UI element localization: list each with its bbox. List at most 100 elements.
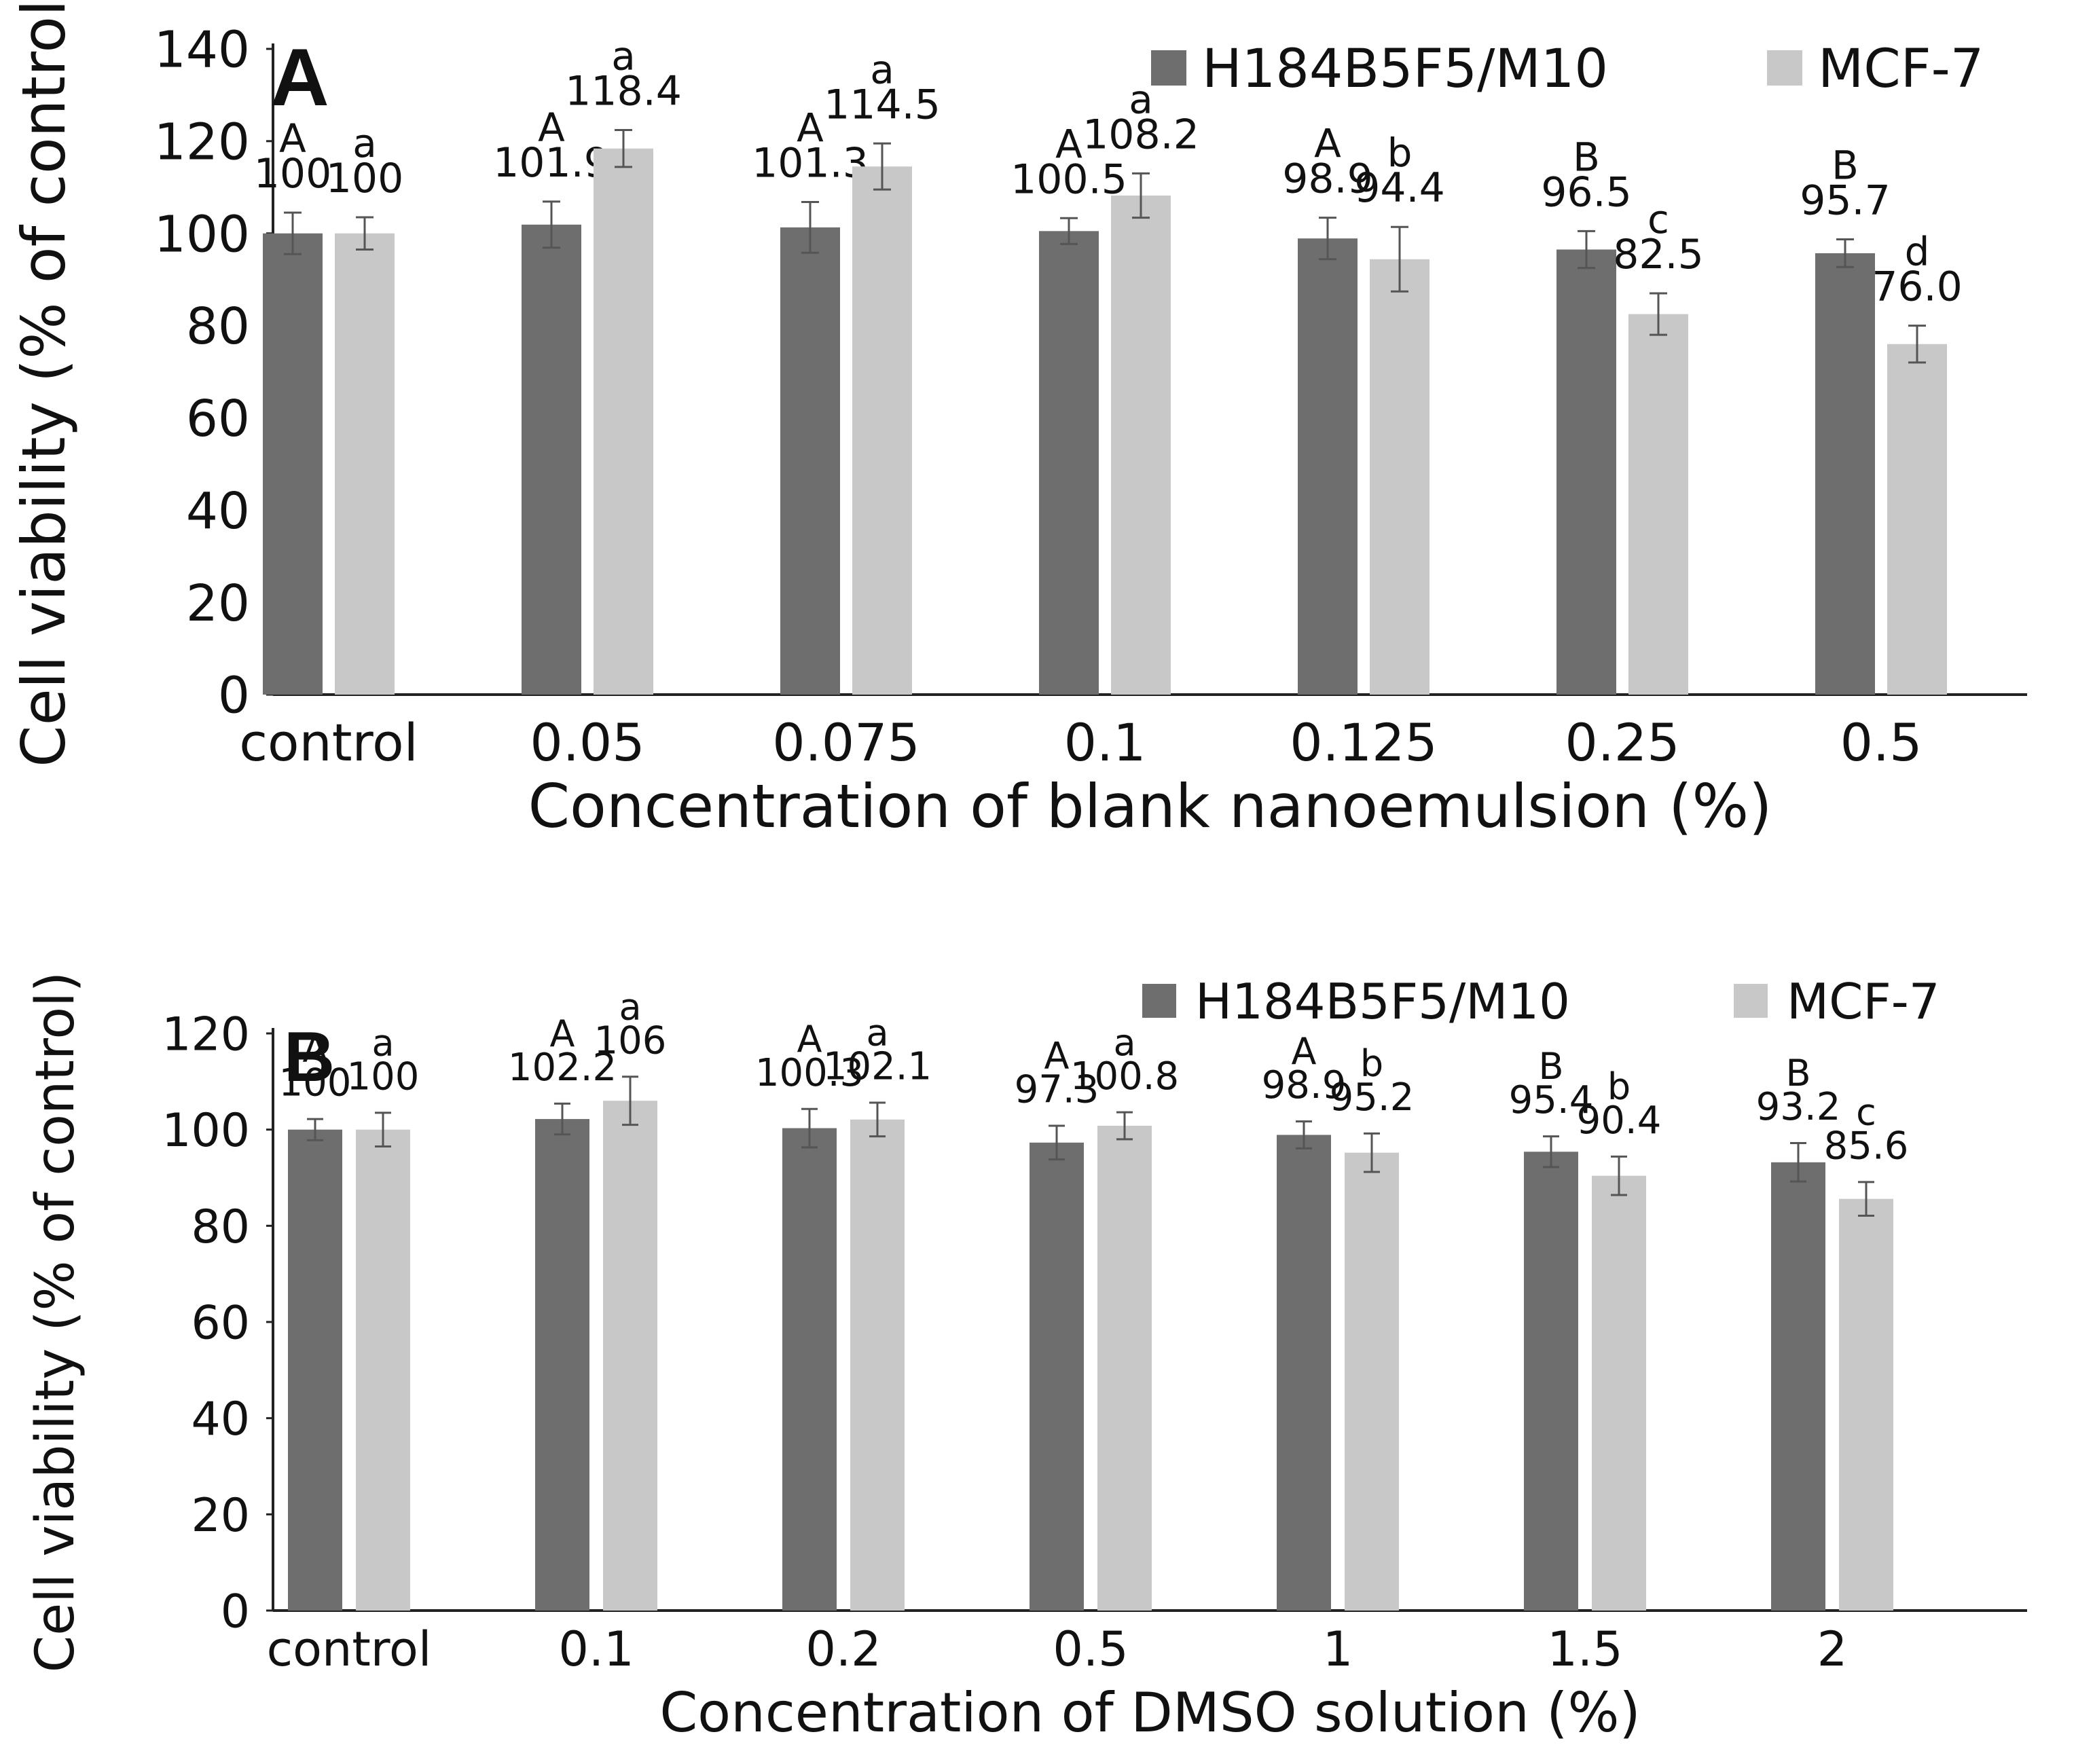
legend-label: H184B5F5/M10	[1202, 39, 1608, 100]
y-tick-label: 120	[162, 1008, 250, 1061]
significance-letter: a	[352, 120, 377, 166]
significance-letter: a	[611, 33, 636, 79]
x-tick-label: 2	[1817, 1621, 1848, 1677]
y-tick-label: 20	[191, 1489, 250, 1543]
bar	[335, 233, 395, 695]
x-axis-label: Concentration of DMSO solution (%)	[659, 1681, 1640, 1744]
x-tick-label: 0.5	[1053, 1621, 1128, 1677]
data-label: 101.3	[752, 140, 869, 187]
bar	[852, 166, 912, 695]
significance-letter: b	[1360, 1042, 1383, 1085]
y-tick-label: 100	[162, 1104, 250, 1158]
y-tick-label: 120	[154, 113, 250, 171]
significance-letter: b	[1607, 1065, 1631, 1108]
legend-swatch	[1734, 984, 1768, 1018]
bar	[1628, 314, 1688, 695]
data-label: 98.9	[1282, 155, 1373, 203]
data-label: 95.2	[1330, 1076, 1415, 1120]
y-tick-label: 80	[191, 1200, 250, 1254]
bar	[603, 1101, 657, 1611]
y-tick-label: 60	[186, 390, 250, 448]
legend-swatch	[1142, 984, 1176, 1018]
data-label: 94.4	[1354, 164, 1445, 212]
data-label: 102.2	[508, 1046, 617, 1090]
data-label: 100	[326, 155, 404, 202]
significance-letter: A	[550, 1012, 575, 1055]
y-tick-label: 40	[191, 1393, 250, 1446]
y-axis-label: Cell viability (% of control)	[25, 972, 86, 1672]
x-axis-label: Concentration of blank nanoemulsion (%)	[528, 771, 1772, 841]
bar	[1556, 249, 1616, 695]
bar	[1097, 1126, 1152, 1611]
bar	[780, 227, 840, 695]
significance-letter: a	[1129, 76, 1153, 122]
significance-letter: b	[1387, 130, 1413, 176]
data-label: 101.9	[493, 139, 610, 187]
y-tick-label: 0	[218, 667, 250, 725]
data-label: 82.5	[1613, 231, 1704, 278]
bar	[356, 1129, 410, 1611]
legend-label: MCF-7	[1787, 973, 1940, 1030]
bar	[1839, 1198, 1893, 1611]
data-label: 95.7	[1800, 177, 1891, 225]
data-label: 100.8	[1070, 1054, 1179, 1099]
bar	[1345, 1152, 1399, 1611]
data-label: 118.4	[565, 68, 682, 115]
bar	[522, 224, 581, 695]
x-tick-label: 1	[1323, 1621, 1353, 1677]
y-tick-label: 60	[191, 1296, 250, 1350]
y-axis-label: Cell viability (% of control)	[9, 0, 79, 767]
data-label: 106	[594, 1018, 667, 1063]
x-tick-label: 0.075	[772, 712, 920, 773]
x-tick-label: 1.5	[1547, 1621, 1622, 1677]
bar	[594, 148, 653, 695]
y-tick-label: 0	[221, 1585, 250, 1638]
data-label: 108.2	[1082, 111, 1199, 158]
significance-letter: a	[371, 1021, 394, 1064]
panel-letter: B	[284, 1018, 335, 1097]
data-label: 100	[279, 1061, 352, 1105]
significance-letter: c	[1647, 196, 1669, 242]
bar	[782, 1128, 837, 1611]
bar	[1039, 231, 1099, 695]
significance-letter: A	[1314, 121, 1341, 167]
bar	[263, 233, 323, 695]
x-tick-label: control	[267, 1621, 432, 1677]
bar	[1592, 1175, 1646, 1611]
bar	[850, 1119, 905, 1611]
significance-letter: B	[1573, 134, 1600, 180]
significance-letter: B	[1785, 1052, 1810, 1095]
y-tick-label: 40	[186, 482, 250, 540]
significance-letter: B	[1538, 1045, 1563, 1088]
bar	[1298, 238, 1358, 695]
bar	[1111, 196, 1171, 695]
y-tick-label: 100	[154, 205, 250, 263]
bar	[1524, 1152, 1578, 1611]
bar	[1030, 1142, 1084, 1611]
bar	[1370, 259, 1429, 695]
x-tick-label: control	[239, 712, 418, 773]
data-label: 100.5	[1010, 155, 1127, 203]
data-label: 100	[347, 1054, 420, 1099]
significance-letter: a	[1113, 1021, 1135, 1064]
significance-letter: a	[870, 46, 894, 92]
significance-letter: A	[1044, 1035, 1070, 1078]
data-label: 90.4	[1577, 1099, 1662, 1143]
panel-letter: A	[270, 32, 329, 123]
bar	[1815, 253, 1875, 695]
x-tick-label: 0.25	[1565, 712, 1679, 773]
data-label: 76.0	[1872, 263, 1963, 311]
legend-label: MCF-7	[1818, 39, 1984, 100]
legend-swatch	[1151, 50, 1186, 86]
x-tick-label: 0.2	[805, 1621, 881, 1677]
data-label: 93.2	[1756, 1085, 1841, 1129]
bar	[1277, 1135, 1331, 1611]
data-label: 85.6	[1824, 1124, 1909, 1168]
data-label: 102.1	[823, 1045, 932, 1089]
y-tick-label: 80	[186, 297, 250, 356]
bar	[288, 1129, 342, 1611]
data-label: 98.9	[1262, 1063, 1347, 1107]
legend-label: H184B5F5/M10	[1195, 973, 1570, 1030]
bar	[535, 1119, 589, 1611]
